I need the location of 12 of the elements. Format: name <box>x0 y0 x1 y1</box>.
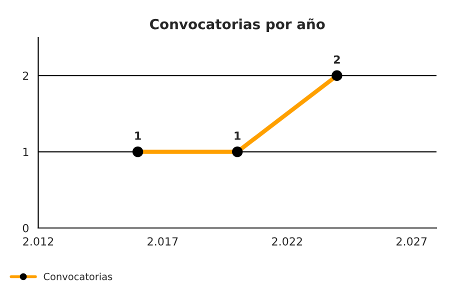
x-tick-label: 2.012 <box>23 237 54 246</box>
x-tick-label: 2.017 <box>148 237 178 246</box>
chart-title: Convocatorias por año <box>150 18 325 32</box>
legend-label: Convocatorias <box>44 272 112 280</box>
x-tick-label: 2.027 <box>396 237 427 246</box>
y-tick-label: 1 <box>23 148 28 156</box>
data-label: 1 <box>234 132 240 140</box>
y-tick-label: 0 <box>22 224 28 232</box>
y-tick-label: 2 <box>22 72 28 80</box>
x-tick-label: 2.022 <box>272 237 302 246</box>
data-label: 2 <box>334 55 340 64</box>
data-label: 1 <box>135 132 141 140</box>
